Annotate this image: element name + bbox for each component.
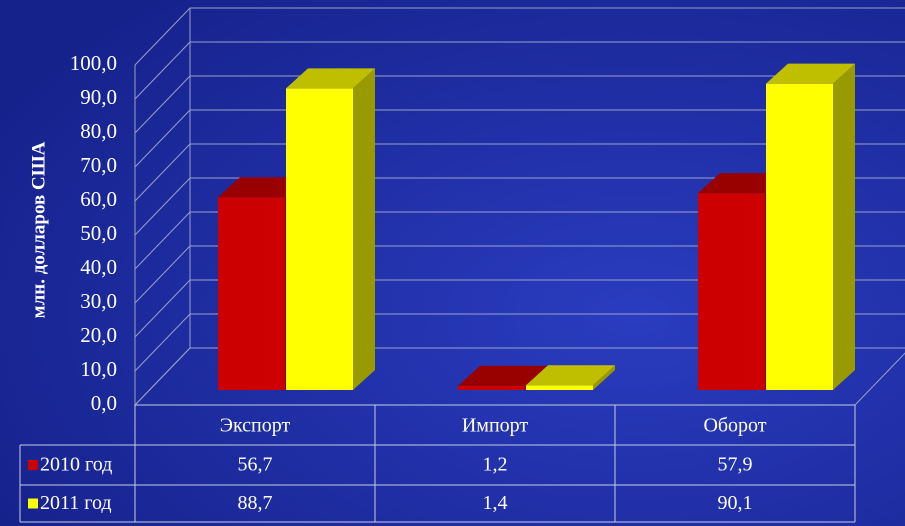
- y-tick-label: 30,0: [80, 289, 117, 313]
- y-tick-label: 40,0: [80, 255, 117, 279]
- grid-line: [134, 347, 905, 406]
- grid-line: [134, 177, 905, 236]
- bar-top: [766, 63, 855, 84]
- grid-line: [134, 7, 905, 66]
- category-label: Экспорт: [220, 415, 291, 437]
- bar: [526, 385, 593, 390]
- grid-line: [134, 41, 905, 100]
- grid-line: [134, 211, 905, 270]
- bar-top: [698, 173, 787, 194]
- legend-label: 2010 год: [40, 454, 112, 476]
- table-value: 88,7: [238, 492, 273, 514]
- bar-side: [353, 68, 375, 391]
- table-value: 57,9: [718, 454, 753, 476]
- table-value: 90,1: [718, 492, 753, 514]
- grid-line: [134, 75, 905, 134]
- y-axis-label: млн. долларов США: [28, 141, 49, 318]
- grid-line: [134, 313, 905, 372]
- bar-side: [593, 365, 615, 390]
- bar-top: [526, 365, 615, 386]
- table-value: 56,7: [238, 454, 273, 476]
- bar-top: [286, 68, 375, 89]
- bar-side: [833, 63, 855, 390]
- bar: [766, 83, 833, 390]
- legend-swatch: [28, 460, 38, 470]
- bar: [458, 385, 525, 390]
- y-tick-label: 90,0: [80, 85, 117, 109]
- y-tick-label: 60,0: [80, 187, 117, 211]
- grid-line: [134, 143, 905, 202]
- y-tick-label: 70,0: [80, 153, 117, 177]
- category-label: Оборот: [703, 415, 766, 437]
- table-value: 1,2: [483, 454, 508, 476]
- grid-line: [134, 279, 905, 338]
- legend-swatch: [28, 498, 38, 509]
- bar-top: [458, 365, 547, 386]
- y-tick-label: 10,0: [80, 357, 117, 381]
- y-tick-label: 100,0: [70, 51, 117, 75]
- grid-line: [134, 109, 905, 168]
- grid-line: [134, 245, 905, 304]
- legend-label: 2011 год: [40, 492, 112, 514]
- category-label: Импорт: [462, 415, 529, 437]
- y-tick-label: 80,0: [80, 119, 117, 143]
- y-tick-label: 0,0: [91, 391, 117, 415]
- bar-top: [218, 177, 307, 198]
- table-value: 1,4: [483, 492, 508, 514]
- bar: [286, 88, 353, 391]
- bar: [698, 193, 765, 390]
- y-tick-label: 50,0: [80, 221, 117, 245]
- bar: [218, 197, 285, 390]
- y-tick-label: 20,0: [80, 323, 117, 347]
